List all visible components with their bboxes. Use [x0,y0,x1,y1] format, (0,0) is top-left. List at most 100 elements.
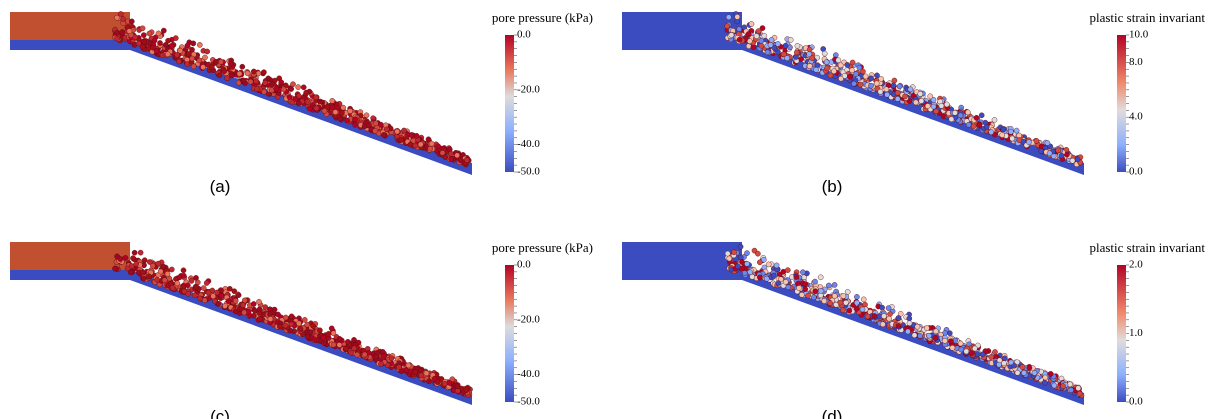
particle [724,250,731,257]
particle [843,299,849,306]
particle [380,132,387,138]
particle [1000,126,1007,133]
particle [930,97,937,103]
particle [336,336,343,342]
particle [325,331,332,337]
particle [857,81,864,88]
particle [802,286,808,293]
particle [174,52,180,58]
colorbar-tick-label: 2.0 [1129,259,1143,271]
particle [336,342,343,348]
particle [817,274,824,281]
particle [837,299,844,306]
particle [273,85,280,92]
particle [216,72,223,79]
particle [329,104,336,111]
particle [1009,135,1016,142]
particle [991,117,998,123]
particle [236,70,243,77]
particle [835,57,842,64]
particle [261,69,267,75]
particle [731,249,737,256]
colorbar [1117,35,1126,172]
particle [250,312,257,319]
particle [352,116,358,123]
particle [185,291,191,297]
particle [321,108,328,114]
particle [918,98,925,104]
particle [917,91,924,97]
particle [957,112,964,119]
particle [150,44,156,51]
particle [126,28,133,34]
particle [457,157,464,163]
particle [1069,157,1076,164]
particle [176,58,182,65]
particle [868,82,874,89]
particle [114,35,120,42]
particle [853,305,860,312]
particle [809,55,815,62]
colorbar-tick-label: -50.0 [517,166,540,178]
particle [763,275,770,282]
particle [239,63,246,70]
colorbar-tick-label: -20.0 [517,313,540,325]
particle [180,272,187,279]
particle [785,284,791,291]
particle [1074,156,1081,163]
particle [449,376,456,382]
particle [965,121,972,128]
particle [812,278,818,285]
particle [1019,364,1026,370]
particle [196,42,203,48]
particle [254,86,260,92]
particle [184,61,190,67]
particle [228,72,235,79]
particle [927,93,934,100]
particle [117,256,124,262]
particle [755,28,762,34]
particle [231,288,238,295]
particle [759,25,766,31]
particle [221,68,228,74]
colorbar-tick-label: 4.0 [1129,111,1143,123]
particle [864,313,871,320]
particle [938,103,945,109]
particle [394,128,401,135]
particle [407,141,414,148]
particle [310,323,316,329]
particle [407,368,414,375]
particle [911,332,918,338]
particle [160,27,167,34]
particle [847,73,853,80]
particle [261,89,267,95]
particle [838,75,844,82]
particle [140,32,147,38]
particle [135,40,142,47]
particle [352,122,358,128]
particle [798,56,804,62]
particle [1042,379,1048,386]
particle [806,46,813,53]
particle [748,21,755,27]
colorbar-tick-label: 8.0 [1129,56,1143,68]
particle [853,299,860,306]
particle [831,68,837,74]
particle [345,339,351,345]
particle [812,288,819,295]
particle [288,86,295,92]
particle [141,257,148,264]
particle [200,64,206,70]
particle [210,293,216,299]
particle [188,278,195,284]
particle [405,362,412,369]
particle [215,300,222,307]
particle [378,361,384,367]
particle [895,323,902,329]
particle [764,49,771,56]
particle [295,100,302,107]
particle [372,120,379,127]
particle [806,51,812,58]
particle [741,270,748,276]
particle [879,304,885,311]
